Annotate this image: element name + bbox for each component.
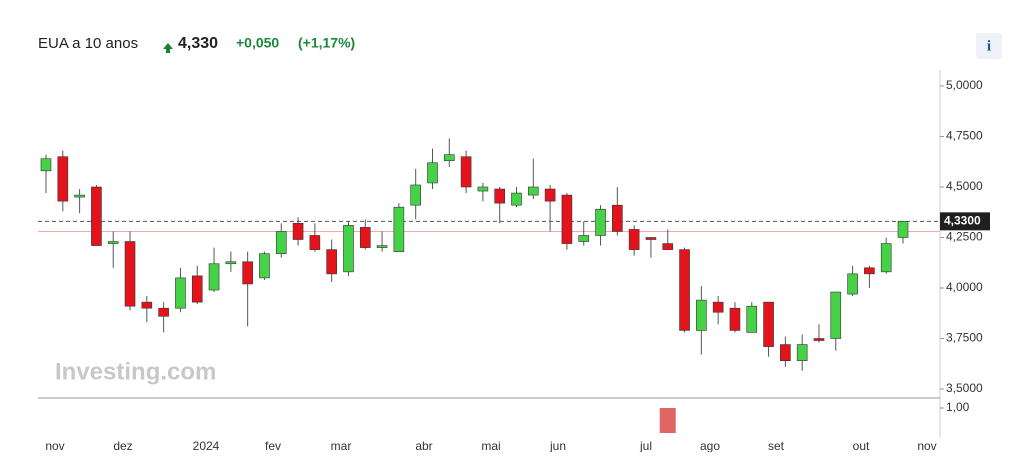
change: +0,050 bbox=[236, 35, 279, 51]
candle-body bbox=[158, 307, 169, 317]
y-tick-label: 4,2500 bbox=[946, 230, 983, 244]
candle-body bbox=[275, 231, 287, 254]
candle-body bbox=[864, 267, 875, 275]
candle-body bbox=[612, 204, 623, 232]
candle-body bbox=[746, 305, 758, 333]
y-tick-label: 3,7500 bbox=[946, 331, 983, 345]
candle-body bbox=[645, 237, 657, 240]
candle-body bbox=[376, 245, 388, 248]
price: 4,330 bbox=[178, 35, 218, 52]
candle-body bbox=[628, 229, 640, 250]
candle-body bbox=[780, 344, 791, 362]
y-tick-label: 4,7500 bbox=[946, 129, 983, 143]
watermark: Investing.com bbox=[55, 358, 216, 385]
x-tick-label: set bbox=[768, 439, 785, 452]
y-tick-label: 3,5000 bbox=[946, 381, 983, 395]
x-tick-label: abr bbox=[415, 439, 432, 452]
x-tick-label: nov bbox=[917, 439, 936, 452]
candle-body bbox=[880, 243, 892, 273]
x-tick-label: dez bbox=[113, 439, 132, 452]
candle-body bbox=[259, 253, 270, 279]
change-percent: (+1,17%) bbox=[298, 35, 355, 51]
x-tick-label: jul bbox=[639, 439, 652, 452]
candle-body bbox=[544, 188, 556, 202]
candle-body bbox=[309, 235, 321, 250]
candle-body bbox=[410, 184, 421, 206]
candle-body bbox=[225, 261, 237, 265]
candle-body bbox=[359, 227, 371, 248]
candle-body bbox=[712, 301, 724, 313]
candle-body bbox=[796, 344, 808, 362]
candle-body bbox=[191, 275, 203, 303]
instrument-name: EUA a 10 anos bbox=[38, 35, 138, 52]
candle-body bbox=[175, 277, 186, 309]
candle-body bbox=[74, 194, 85, 198]
candle-body bbox=[494, 188, 506, 204]
x-tick-label: nov bbox=[45, 439, 64, 452]
candle-body bbox=[830, 291, 842, 339]
x-tick-label: out bbox=[853, 439, 870, 452]
candle-body bbox=[679, 249, 690, 331]
info-icon: i bbox=[987, 38, 991, 54]
candle-body bbox=[343, 225, 354, 273]
candle-body bbox=[696, 299, 707, 331]
x-tick-label: 2024 bbox=[193, 439, 220, 452]
candle-body bbox=[91, 186, 102, 246]
candle-body bbox=[729, 307, 741, 331]
candle-body bbox=[662, 243, 674, 250]
candle-body bbox=[208, 263, 220, 291]
x-tick-label: jun bbox=[549, 439, 566, 452]
candle-body bbox=[847, 273, 858, 295]
candle-body bbox=[107, 241, 119, 244]
y-tick-label: 4,5000 bbox=[946, 179, 983, 193]
candle-body bbox=[813, 338, 825, 341]
last-price-box bbox=[940, 212, 990, 231]
volume-bar bbox=[659, 408, 676, 433]
x-tick-label: fev bbox=[265, 439, 281, 452]
candle-body bbox=[460, 156, 472, 188]
candle-body bbox=[595, 208, 606, 236]
y-tick-label: 5,0000 bbox=[946, 78, 983, 92]
candle-body bbox=[763, 301, 774, 347]
candle-body bbox=[326, 249, 337, 275]
candle-body bbox=[561, 194, 573, 244]
info-button[interactable] bbox=[976, 33, 1002, 59]
candle-body bbox=[242, 261, 253, 285]
candle-body bbox=[477, 186, 489, 192]
candle-body bbox=[40, 158, 52, 172]
candle-body bbox=[443, 154, 455, 162]
candle-body bbox=[511, 192, 522, 206]
candle-body bbox=[57, 156, 69, 202]
candle-body bbox=[124, 241, 136, 307]
candle-body bbox=[292, 223, 304, 240]
candle-body bbox=[578, 235, 590, 242]
up-arrow bbox=[163, 43, 173, 53]
last-price-label: 4,3300 bbox=[944, 214, 981, 228]
x-tick-label: mai bbox=[481, 439, 500, 452]
candle-body bbox=[897, 221, 909, 238]
candle-body bbox=[427, 162, 438, 184]
x-tick-label: ago bbox=[700, 439, 720, 452]
volume-tick-label: 1,00 bbox=[946, 400, 970, 414]
candle-body bbox=[393, 206, 405, 252]
candle-body bbox=[141, 301, 153, 309]
candle-body bbox=[528, 186, 539, 196]
y-tick-label: 4,0000 bbox=[946, 280, 983, 294]
x-tick-label: mar bbox=[331, 439, 352, 452]
